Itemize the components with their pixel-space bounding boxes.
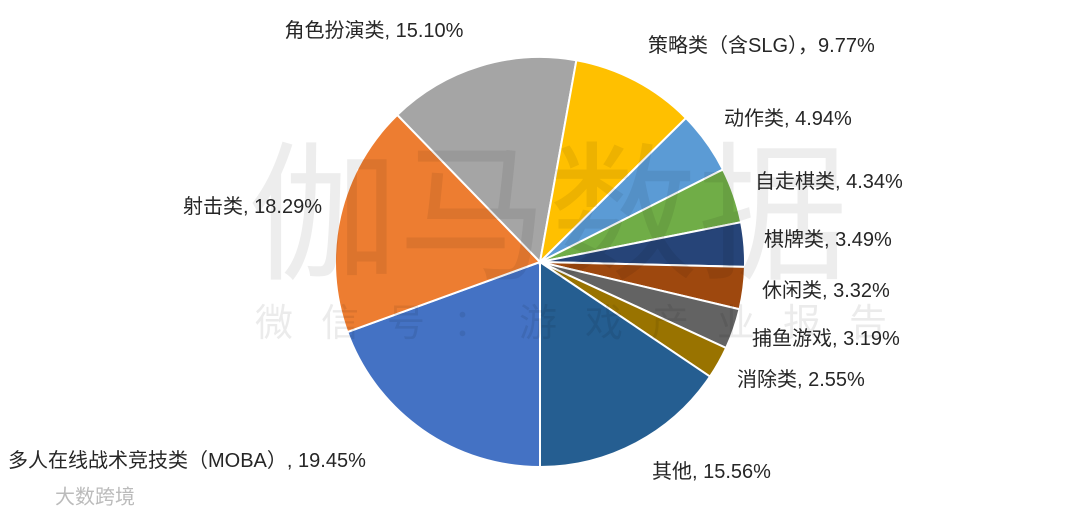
value-label: , 3.49% <box>824 229 892 251</box>
value-label: , 15.10% <box>385 20 464 42</box>
data-label: 休闲类, 3.32% <box>762 279 890 302</box>
value-label: , 18.29% <box>243 196 322 218</box>
data-label: 自走棋类, 4.34% <box>755 170 903 193</box>
data-label: 射击类, 18.29% <box>183 195 322 218</box>
category-label: 自走棋类 <box>755 170 835 193</box>
watermark: 大数跨境 <box>55 485 135 508</box>
data-label: 策略类（含SLG），9.77% <box>648 34 875 57</box>
value-label: , 4.94% <box>784 108 852 130</box>
value-label: , 4.34% <box>835 171 903 193</box>
value-label: ，9.77% <box>798 35 875 57</box>
pie-slice <box>538 59 688 265</box>
category-label: 角色扮演类 <box>285 19 385 42</box>
watermark: 伽马数据 <box>248 132 848 300</box>
category-label: 消除类 <box>737 368 797 391</box>
pie-slice <box>539 260 712 469</box>
category-label: 休闲类 <box>762 279 822 302</box>
watermark: 微信号：游戏产业报告 <box>255 303 915 345</box>
category-label: 射击类 <box>183 195 243 218</box>
data-label: 多人在线战术竞技类（MOBA）, 19.45% <box>8 449 366 472</box>
pie-slice <box>346 260 541 469</box>
value-label: , 15.56% <box>692 461 771 483</box>
value-label: , 3.32% <box>822 280 890 302</box>
category-label: 动作类 <box>724 107 784 130</box>
value-label: , 3.19% <box>832 328 900 350</box>
data-label: 消除类, 2.55% <box>737 368 865 391</box>
category-label: 棋牌类 <box>764 228 824 251</box>
pie <box>334 56 746 469</box>
pie-slice <box>395 56 578 265</box>
category-label: 其他 <box>652 460 692 483</box>
data-label: 棋牌类, 3.49% <box>764 228 892 251</box>
value-label: , 19.45% <box>287 450 366 472</box>
data-label: 动作类, 4.94% <box>724 107 852 130</box>
value-label: , 2.55% <box>797 369 865 391</box>
pie-slice <box>334 113 542 334</box>
category-label: 多人在线战术竞技类（MOBA） <box>8 449 287 472</box>
data-label: 捕鱼游戏, 3.19% <box>752 327 900 350</box>
category-label: 捕鱼游戏 <box>752 327 832 350</box>
data-label: 角色扮演类, 15.10% <box>285 19 464 42</box>
category-label: 策略类（含SLG） <box>648 34 798 57</box>
data-label: 其他, 15.56% <box>652 460 771 483</box>
